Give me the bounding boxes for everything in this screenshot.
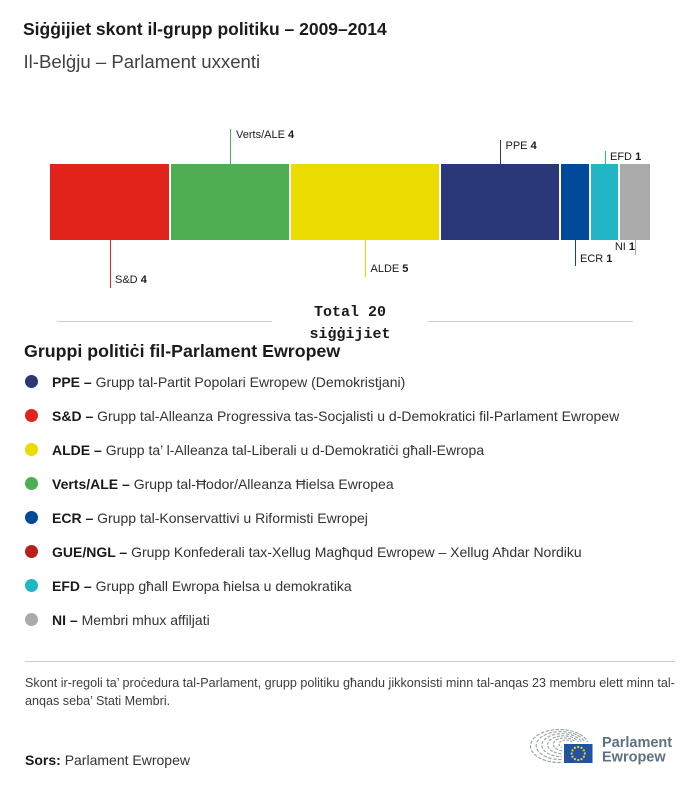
svg-text:Parlament: Parlament: [602, 735, 672, 751]
svg-text:Ewropew: Ewropew: [602, 750, 666, 766]
